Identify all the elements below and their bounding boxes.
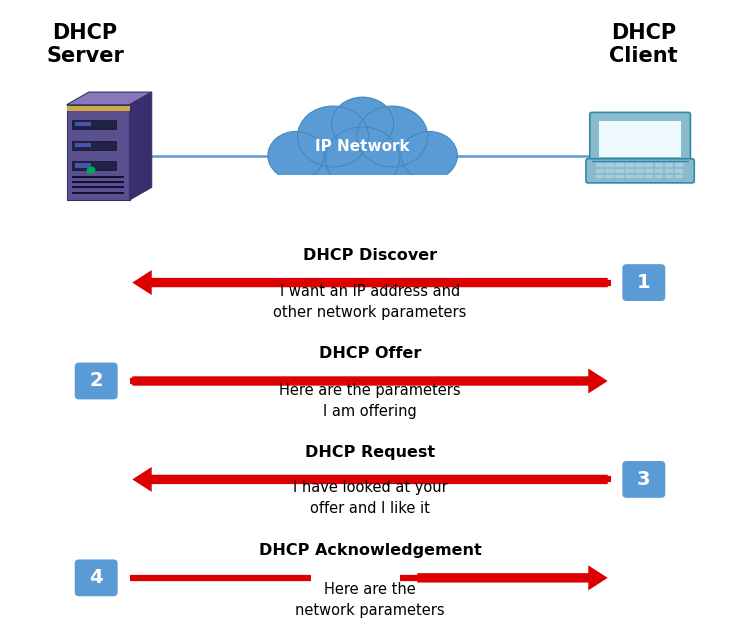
- Bar: [625, 175, 633, 178]
- Text: DHCP Request: DHCP Request: [305, 444, 435, 460]
- FancyBboxPatch shape: [75, 363, 118, 399]
- Bar: [599, 121, 681, 157]
- Bar: [596, 175, 604, 178]
- Bar: [75, 143, 91, 147]
- Text: IP Network: IP Network: [315, 138, 410, 154]
- Bar: [675, 175, 683, 178]
- Text: 3: 3: [637, 470, 650, 489]
- Text: DHCP
Server: DHCP Server: [46, 23, 124, 66]
- Bar: [72, 181, 124, 183]
- Circle shape: [332, 97, 394, 150]
- Bar: [665, 175, 673, 178]
- Circle shape: [401, 131, 457, 180]
- FancyBboxPatch shape: [75, 559, 118, 596]
- Bar: [645, 169, 653, 173]
- Text: I want an IP address and
other network parameters: I want an IP address and other network p…: [273, 284, 467, 319]
- Bar: [616, 175, 624, 178]
- Polygon shape: [67, 92, 152, 105]
- Text: Here are the
network parameters: Here are the network parameters: [295, 582, 445, 618]
- Polygon shape: [130, 92, 152, 200]
- Bar: [72, 192, 124, 194]
- Text: 1: 1: [637, 273, 650, 292]
- Bar: [605, 169, 614, 173]
- FancyArrowPatch shape: [132, 368, 608, 394]
- FancyBboxPatch shape: [622, 461, 665, 498]
- Text: 4: 4: [90, 568, 103, 587]
- Bar: [596, 169, 604, 173]
- Circle shape: [87, 166, 95, 174]
- Text: DHCP Acknowledgement: DHCP Acknowledgement: [258, 543, 482, 558]
- Bar: [635, 163, 644, 167]
- Bar: [625, 163, 633, 167]
- Bar: [605, 163, 614, 167]
- Bar: [655, 175, 663, 178]
- Bar: [596, 163, 604, 167]
- Polygon shape: [67, 105, 130, 200]
- Bar: [635, 169, 644, 173]
- Circle shape: [297, 106, 369, 167]
- Text: DHCP Offer: DHCP Offer: [319, 346, 421, 361]
- FancyArrowPatch shape: [132, 467, 608, 492]
- Circle shape: [357, 106, 428, 167]
- Bar: [75, 122, 91, 126]
- Text: DHCP
Client: DHCP Client: [610, 23, 678, 66]
- Bar: [616, 163, 624, 167]
- FancyBboxPatch shape: [622, 264, 665, 301]
- Circle shape: [268, 131, 324, 180]
- Bar: [645, 175, 653, 178]
- Bar: [72, 120, 116, 129]
- Bar: [616, 169, 624, 173]
- Text: DHCP Discover: DHCP Discover: [303, 248, 437, 263]
- Text: I have looked at your
offer and I like it: I have looked at your offer and I like i…: [292, 481, 448, 516]
- Bar: [289, 152, 437, 190]
- Text: 2: 2: [90, 371, 103, 391]
- Bar: [635, 175, 644, 178]
- Bar: [645, 163, 653, 167]
- FancyArrowPatch shape: [417, 565, 608, 591]
- Bar: [665, 163, 673, 167]
- Bar: [605, 175, 614, 178]
- Bar: [625, 169, 633, 173]
- Circle shape: [326, 127, 400, 190]
- Bar: [665, 169, 673, 173]
- FancyBboxPatch shape: [590, 112, 690, 164]
- Bar: [72, 187, 124, 189]
- Bar: [75, 163, 91, 168]
- Bar: [675, 163, 683, 167]
- Bar: [675, 169, 683, 173]
- Bar: [72, 141, 116, 150]
- Text: Here are the parameters
I am offering: Here are the parameters I am offering: [279, 384, 461, 419]
- Bar: [67, 106, 130, 111]
- Bar: [655, 163, 663, 167]
- FancyBboxPatch shape: [586, 159, 694, 183]
- Bar: [655, 169, 663, 173]
- FancyArrowPatch shape: [132, 270, 608, 295]
- Bar: [72, 161, 116, 170]
- Bar: [278, 175, 448, 194]
- Bar: [72, 176, 124, 178]
